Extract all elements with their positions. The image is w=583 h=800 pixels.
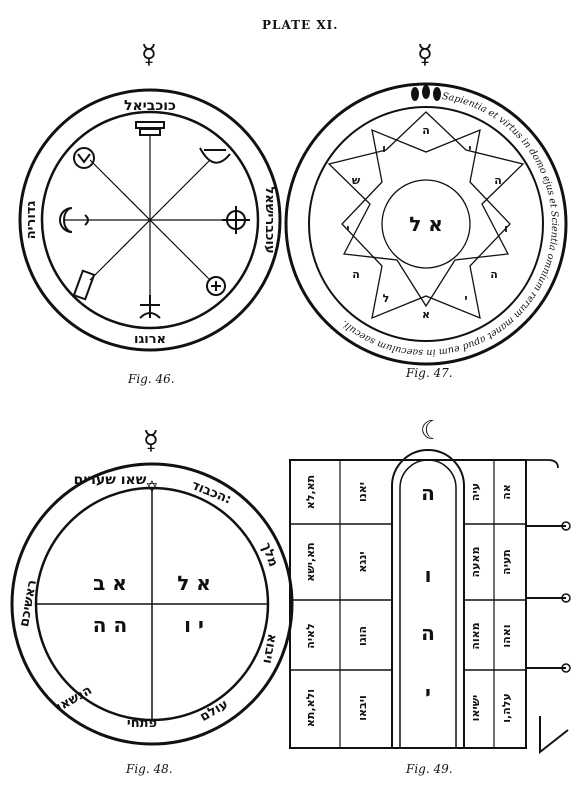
svg-text:לאיה: לאיה xyxy=(304,623,317,648)
fig46-glyph-bottomright xyxy=(206,276,226,296)
svg-text:ויבאו: ויבאו xyxy=(356,695,369,721)
fig46-name-right: עוכברישאל xyxy=(262,186,277,253)
svg-text:י: י xyxy=(346,222,349,235)
fig49-column-letter-2: ו xyxy=(425,563,432,587)
svg-text:תעיה: תעיה xyxy=(500,549,513,575)
fig47-top-ornament xyxy=(411,85,441,101)
mercury-symbol-fig48: ☿ xyxy=(143,426,159,456)
fig47-center-text: א ל xyxy=(409,212,443,236)
fig46-name-top: כוכביאל xyxy=(124,98,176,114)
fig47-star xyxy=(327,111,525,308)
fig48-rim-right-lower: ויבוא xyxy=(259,632,279,664)
fig48-rim-bottom: פתחי xyxy=(127,716,157,731)
svg-text:ישיאו: ישיאו xyxy=(469,695,482,722)
svg-text:ואהו: ואהו xyxy=(500,624,513,647)
fig48-star: ✡ xyxy=(145,477,158,496)
svg-text:ה: ה xyxy=(352,268,360,281)
svg-text:מאעה: מאעה xyxy=(469,547,482,578)
fig48-quadrant-tl: א ב xyxy=(93,571,127,595)
fig46-glyph-topright xyxy=(199,147,231,164)
svg-text:ו: ו xyxy=(504,222,508,235)
svg-text:ה: ה xyxy=(422,124,430,137)
svg-text:יאנו: יאנו xyxy=(356,482,369,502)
fig47-caption: Fig. 47. xyxy=(406,366,453,380)
fig48-quadrant-br: י ו xyxy=(184,613,204,637)
svg-text:מאוה: מאוה xyxy=(469,622,482,649)
plate-title: PLATE XI. xyxy=(262,18,339,32)
fig46-name-bottom: ארוגו xyxy=(134,332,166,347)
fig46-glyph-left xyxy=(59,207,89,233)
fig48-quadrant-tr: א ל xyxy=(177,571,211,595)
moon-symbol: ☾ xyxy=(420,416,444,446)
svg-text:ו: ו xyxy=(382,142,386,155)
fig48-caption: Fig. 48. xyxy=(126,762,173,776)
svg-text:תא,לא: תא,לא xyxy=(304,475,317,509)
mercury-symbol-fig46: ☿ xyxy=(141,40,157,70)
fig46-glyph-topleft xyxy=(73,147,95,169)
svg-text:ל: ל xyxy=(383,292,390,305)
svg-text:ש: ש xyxy=(352,174,361,187)
svg-text:הוגו: הוגו xyxy=(356,626,369,646)
fig46-caption: Fig. 46. xyxy=(128,372,175,386)
svg-text:ה: ה xyxy=(494,174,502,187)
fig49-caption: Fig. 49. xyxy=(406,762,453,776)
svg-text:אה: אה xyxy=(500,484,513,500)
svg-text:ינגא: ינגא xyxy=(356,551,369,572)
fig49-column-letter-3: ה xyxy=(421,621,435,645)
svg-text:א: א xyxy=(422,308,430,321)
svg-text:תא,ישא: תא,ישא xyxy=(304,542,317,581)
svg-text:עיה: עיה xyxy=(469,483,482,501)
svg-text:ולא,תא: ולא,תא xyxy=(304,689,317,727)
fig46-glyph-bottom xyxy=(139,295,161,319)
svg-text:עלה,ו: עלה,ו xyxy=(500,693,513,723)
fig46-glyph-right xyxy=(222,206,250,234)
svg-text:ה: ה xyxy=(490,268,498,281)
fig49-column-letter-4: י xyxy=(425,681,431,705)
fig49-column-letter-1: ה xyxy=(421,481,435,505)
fig46-glyph-bottomleft xyxy=(72,269,96,301)
svg-text:י: י xyxy=(468,142,471,155)
fig46-name-left: גדוריה xyxy=(24,201,39,240)
fig48-rim-top: שאו שערים xyxy=(74,472,147,488)
fig46-glyph-top xyxy=(135,121,165,136)
mercury-symbol-fig47: ☿ xyxy=(417,40,433,70)
svg-text:י: י xyxy=(464,292,467,305)
fig48-quadrant-bl: ה ה xyxy=(93,613,127,637)
